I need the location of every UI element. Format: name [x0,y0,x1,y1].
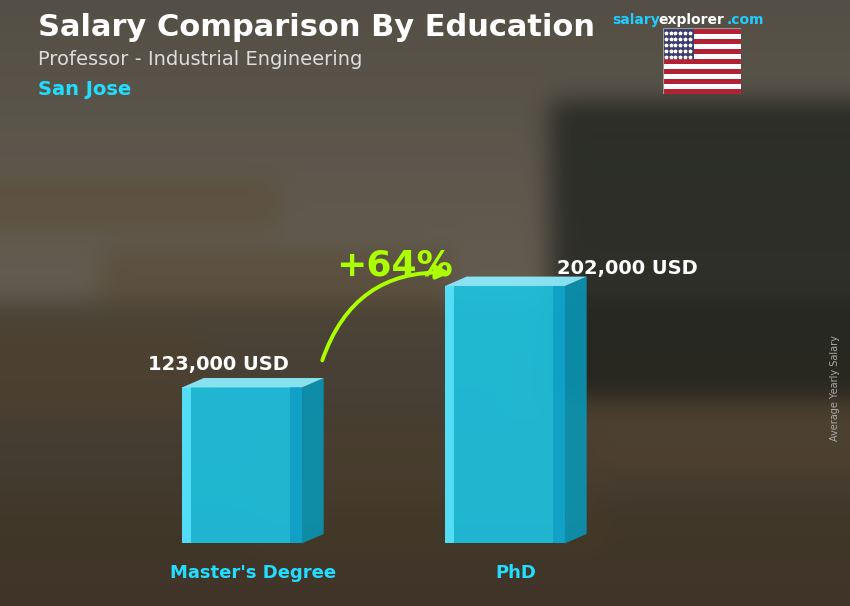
Polygon shape [291,387,302,544]
Text: explorer: explorer [658,13,723,27]
Bar [663,44,741,48]
Text: salary: salary [612,13,660,27]
Bar [663,28,741,33]
Text: PhD: PhD [496,564,536,582]
Bar [663,54,741,59]
Bar [663,89,741,94]
Bar [663,74,741,79]
Text: 202,000 USD: 202,000 USD [557,259,698,278]
Polygon shape [182,387,302,544]
Bar [663,84,741,89]
Bar [663,33,741,39]
Polygon shape [445,276,586,286]
Text: +64%: +64% [337,248,453,282]
Text: Professor - Industrial Engineering: Professor - Industrial Engineering [38,50,363,68]
Text: .com: .com [727,13,764,27]
Text: Master's Degree: Master's Degree [170,564,336,582]
Text: Salary Comparison By Education: Salary Comparison By Education [38,13,595,42]
Polygon shape [445,286,455,544]
Bar [663,64,741,68]
Text: Average Yearly Salary: Average Yearly Salary [830,335,840,441]
Polygon shape [302,378,324,544]
Bar [663,59,741,64]
Polygon shape [182,378,324,387]
Bar [663,79,741,84]
Polygon shape [565,276,586,544]
Bar [663,28,694,59]
Polygon shape [445,286,565,544]
Polygon shape [182,387,191,544]
Polygon shape [553,286,565,544]
Bar [663,39,741,44]
Bar [663,68,741,74]
Text: 123,000 USD: 123,000 USD [149,355,289,375]
Text: San Jose: San Jose [38,80,132,99]
Bar [663,48,741,54]
